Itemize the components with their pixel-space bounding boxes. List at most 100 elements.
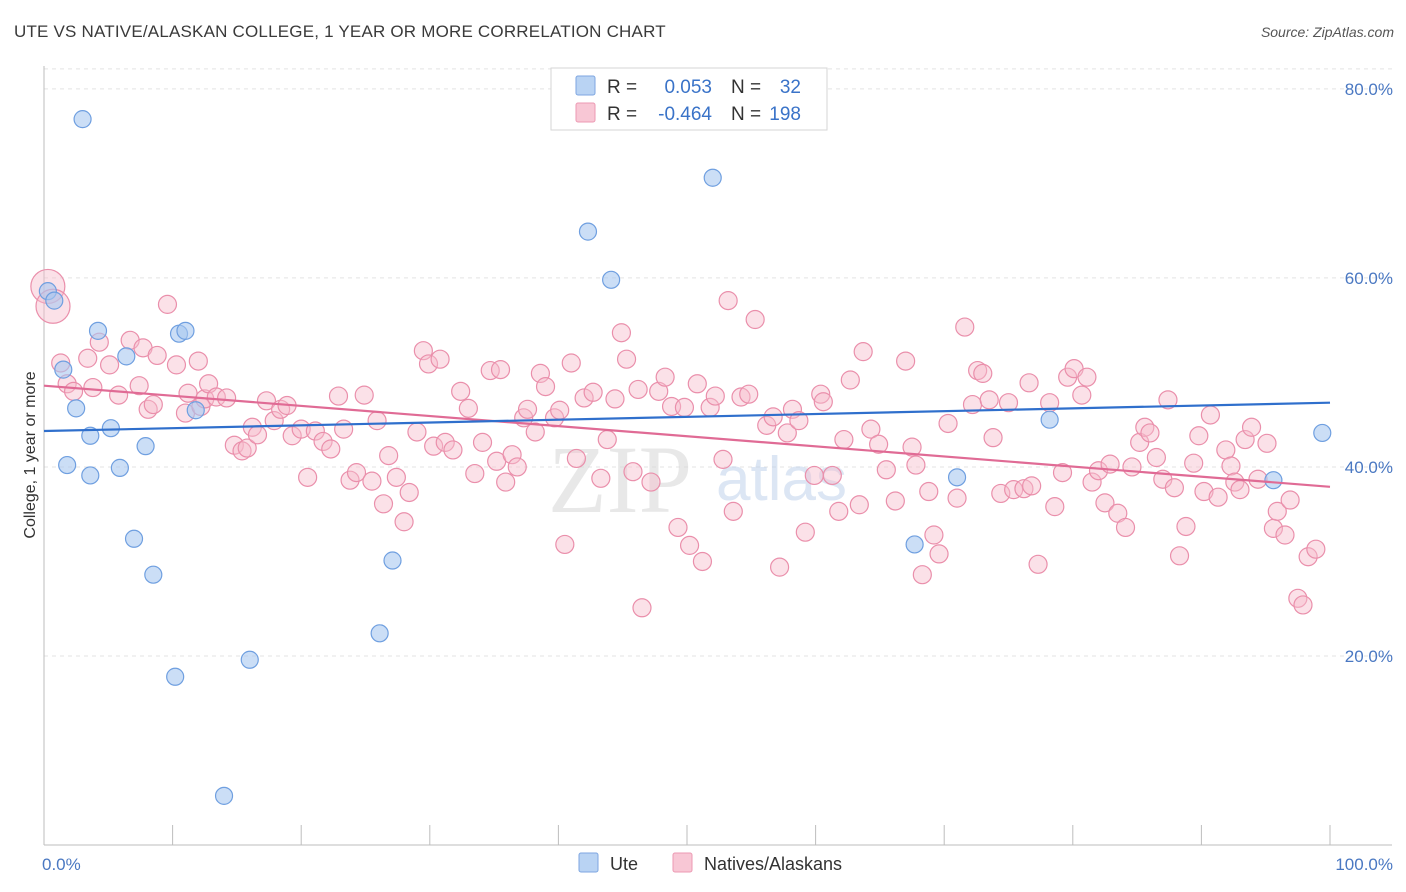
ute-points (38, 91, 1332, 805)
ute-point (81, 466, 100, 485)
ute-point (117, 347, 136, 366)
native-point (435, 432, 455, 452)
legend-n-label-ute: N = (731, 77, 761, 98)
legend-r-label-native: R = (607, 104, 637, 125)
trend-lines (43, 384, 1331, 488)
native-point (745, 309, 765, 330)
native-point (525, 422, 545, 442)
native-point (1235, 429, 1255, 450)
ute-point (176, 321, 195, 340)
chart-source: Source: ZipAtlas.com (1260, 24, 1394, 40)
native-point (1275, 525, 1295, 545)
native-point (668, 517, 688, 538)
native-point (367, 411, 387, 431)
native-point (998, 393, 1019, 413)
native-point (78, 348, 98, 368)
native-point (424, 436, 444, 456)
native-point (1122, 457, 1142, 477)
native-point (649, 381, 669, 401)
native-point (597, 429, 617, 450)
native-point (1176, 516, 1196, 537)
native-point (418, 354, 439, 374)
native-point (955, 317, 975, 337)
native-point (1004, 480, 1024, 500)
native-point (472, 432, 493, 452)
chart-title: UTE VS NATIVE/ALASKAN COLLEGE, 1 YEAR OR… (14, 22, 666, 41)
ute-point (101, 419, 120, 438)
native-point (1014, 479, 1034, 499)
ute-point (947, 468, 967, 487)
native-point (206, 387, 226, 407)
native-point (687, 374, 707, 394)
ute-point (88, 321, 108, 340)
native-point (362, 471, 382, 491)
ute-point (45, 291, 64, 310)
native-point (1019, 373, 1039, 393)
native-point (1230, 480, 1250, 500)
y-axis-label: College, 1 year or more (22, 371, 39, 538)
native-point (853, 342, 873, 362)
native-point (328, 386, 349, 406)
native-point (108, 385, 129, 405)
native-point (1115, 517, 1136, 538)
native-point (973, 363, 993, 383)
native-point (723, 501, 743, 521)
native-point (692, 551, 713, 572)
native-point (1158, 390, 1178, 410)
native-point (991, 483, 1011, 504)
native-trend-line (43, 384, 1331, 488)
native-point (912, 565, 932, 585)
native-point (517, 399, 538, 419)
native-point (1248, 469, 1268, 489)
native-point (679, 535, 700, 555)
native-point (1306, 539, 1326, 559)
native-point (1045, 497, 1065, 517)
native-point (861, 419, 881, 439)
gridlines (44, 68, 1392, 657)
native-point (550, 400, 570, 420)
x-tick-label-end: 100.0% (1335, 855, 1393, 874)
legend-swatch-ute (575, 75, 596, 96)
native-points (30, 268, 1326, 618)
watermark-zip: ZIP (548, 426, 692, 533)
native-point (983, 428, 1003, 448)
ute-point (124, 529, 144, 548)
watermark-atlas: atlas (716, 445, 847, 514)
native-point (1140, 423, 1160, 443)
native-point (458, 398, 478, 418)
native-point (1189, 426, 1209, 446)
native-point (1221, 456, 1241, 476)
ute-point (81, 426, 100, 445)
ute-point (166, 667, 185, 686)
native-point (379, 446, 399, 466)
legend-box (550, 67, 828, 131)
ute-point (578, 222, 598, 241)
native-point (217, 388, 237, 408)
native-point (340, 470, 360, 490)
native-point (430, 349, 450, 369)
y-tick-label: 40.0% (1345, 458, 1393, 477)
native-point (232, 441, 252, 461)
native-point (876, 460, 896, 480)
native-point (313, 431, 333, 452)
native-point (885, 491, 905, 511)
native-point (713, 449, 733, 469)
native-point (1088, 461, 1109, 481)
native-point (834, 429, 854, 450)
native-point (623, 462, 643, 482)
native-point (1293, 595, 1313, 615)
native-point (321, 439, 341, 459)
native-point (465, 463, 485, 484)
native-point (1077, 367, 1097, 387)
native-point (83, 377, 103, 398)
native-point (129, 376, 149, 396)
native-point (1288, 588, 1308, 608)
native-point (237, 438, 257, 458)
native-point (605, 389, 625, 409)
native-point (674, 397, 695, 418)
legend-swatch-native (575, 102, 596, 123)
native-point (906, 455, 926, 475)
native-point (811, 384, 831, 404)
native-point (739, 384, 759, 404)
ute-point (240, 650, 259, 669)
